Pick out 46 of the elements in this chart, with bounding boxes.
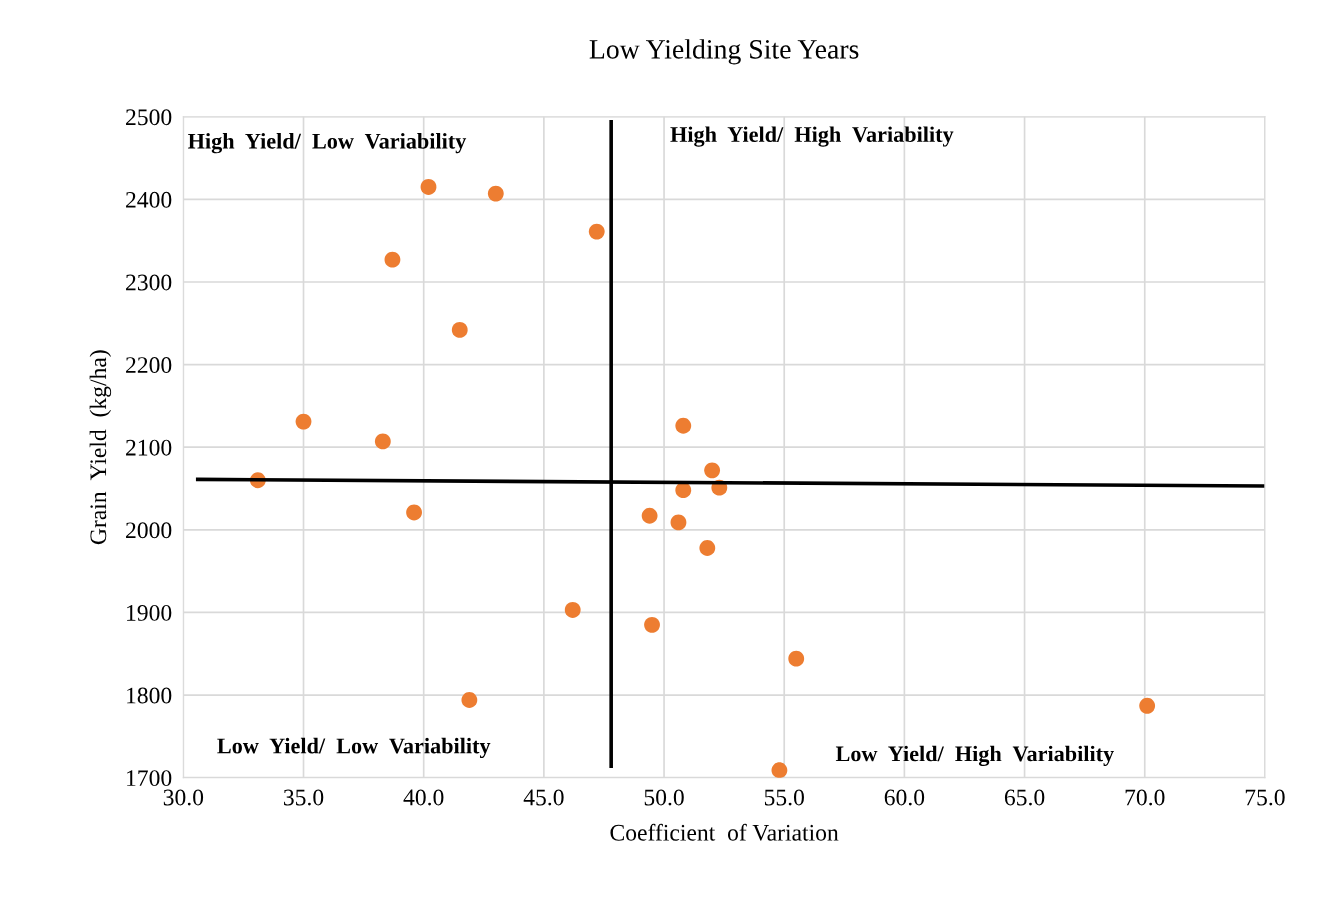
annotation: High Yield/ High Variability xyxy=(670,126,954,147)
point xyxy=(406,504,422,521)
x-tick-label: 50.0 xyxy=(644,789,684,806)
x-tick-label: 70.0 xyxy=(1125,789,1165,806)
y-tick-label: 1700 xyxy=(127,770,172,787)
x-tick-label: 40.0 xyxy=(403,789,444,806)
y-tick-label: 2000 xyxy=(126,522,172,539)
point xyxy=(461,692,478,708)
point xyxy=(295,413,312,430)
point xyxy=(644,616,660,633)
y-tick-label: 2100 xyxy=(126,439,172,456)
x-tick-label: 45.0 xyxy=(523,789,564,806)
x-tick-label: 60.0 xyxy=(884,789,925,806)
y-tick-label: 2400 xyxy=(126,191,172,208)
annotation: High Yield/ Low Variability xyxy=(188,133,467,154)
point xyxy=(451,321,468,338)
point xyxy=(699,540,716,556)
point xyxy=(420,179,437,195)
annotation: Low Yield/ High Variability xyxy=(835,745,1114,767)
y-tick-label: 2200 xyxy=(126,357,172,374)
point xyxy=(704,462,721,479)
x-tick-label: 35.0 xyxy=(283,789,324,806)
x-tick-label: 65.0 xyxy=(1004,789,1045,806)
chart-title: Low Yielding Site Years xyxy=(589,39,859,65)
y-tick-label: 1800 xyxy=(127,687,172,704)
x-tick-label: 30.0 xyxy=(163,789,204,806)
x-tick-label: 75.0 xyxy=(1245,789,1285,806)
y-tick-label: 1900 xyxy=(127,604,172,621)
point xyxy=(771,762,788,778)
point xyxy=(1139,697,1156,714)
point xyxy=(670,514,687,531)
annotation: Low Yield/ Low Variability xyxy=(217,737,491,759)
x-tick-label: 55.0 xyxy=(764,789,804,806)
x-axis-title: Coefficient of Variation xyxy=(610,823,839,841)
point xyxy=(675,417,692,434)
y-tick-label: 2300 xyxy=(126,274,172,291)
point xyxy=(384,251,401,268)
point xyxy=(588,223,605,240)
point xyxy=(788,650,805,667)
point xyxy=(487,185,504,202)
point xyxy=(374,433,391,450)
point xyxy=(564,602,581,618)
point xyxy=(641,507,658,524)
y-axis-title: Grain Yield (kg/ha) xyxy=(89,350,112,545)
point xyxy=(675,482,692,499)
y-tick-label: 2500 xyxy=(126,109,172,126)
